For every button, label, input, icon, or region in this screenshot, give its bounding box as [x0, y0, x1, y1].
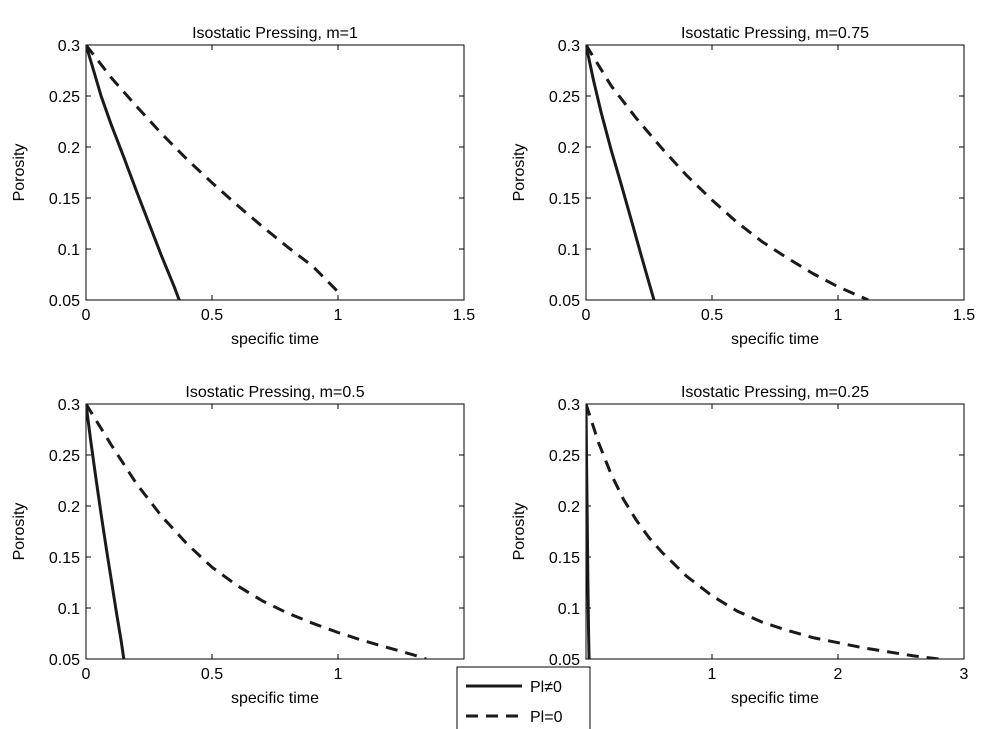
series-pl-nonzero	[86, 404, 126, 659]
series-pl-nonzero	[586, 404, 591, 659]
y-axis-label: Porosity	[11, 144, 28, 202]
y-tick-label: 0.2	[558, 499, 580, 516]
series-pl-zero	[86, 45, 344, 297]
y-tick-label: 0.15	[49, 550, 80, 567]
y-tick-label: 0.1	[558, 242, 580, 259]
legend-label: Pl≠0	[530, 679, 562, 696]
y-tick-label: 0.2	[58, 499, 80, 516]
x-tick-label: 0	[82, 666, 91, 683]
y-tick-label: 0.05	[549, 293, 580, 310]
legend-label: Pl=0	[530, 709, 563, 726]
y-tick-label: 0.05	[49, 652, 80, 669]
subplot-2: 0 0.5 1 1.5 0.05 0.1 0.15 0.2 0.25 0.3 Isostatic P…	[511, 25, 975, 348]
x-axis-label: specific time	[231, 690, 319, 707]
y-tick-label: 0.25	[49, 89, 80, 106]
series-pl-zero	[86, 404, 427, 659]
y-tick-label: 0.3	[558, 397, 580, 414]
subplot-3: 0 0.5 1 0.05 0.1 0.15 0.2 0.25 0.3 Isostatic Pres…	[11, 384, 465, 707]
x-tick-label: 2	[834, 666, 843, 683]
x-tick-label: 0.5	[701, 307, 723, 324]
y-tick-label: 0.25	[49, 448, 80, 465]
x-tick-label: 0.5	[201, 307, 223, 324]
plot-area	[585, 403, 965, 660]
y-tick-label: 0.25	[549, 89, 580, 106]
x-tick-label: 1	[708, 666, 717, 683]
legend: Pl≠0 Pl=0	[456, 666, 591, 729]
y-tick-label: 0.3	[558, 38, 580, 55]
y-tick-label: 0.2	[58, 140, 80, 157]
x-tick-label: 3	[960, 666, 969, 683]
x-tick-label: 0.5	[201, 666, 223, 683]
x-axis-label: specific time	[731, 690, 819, 707]
chart-title: Isostatic Pressing, m=0.75	[681, 25, 869, 42]
y-axis-label: Porosity	[11, 503, 28, 561]
y-tick-label: 0.3	[58, 38, 80, 55]
series-pl-zero	[586, 404, 939, 659]
x-tick-label: 1	[334, 666, 343, 683]
plot-area	[585, 44, 965, 301]
subplot-1: 0 0.5 1 1.5 0.05 0.1 0.15 0.2 0.25 0.3 Isostatic P…	[11, 25, 475, 348]
chart-title: Isostatic Pressing, m=0.5	[185, 384, 364, 401]
x-tick-label: 1	[834, 307, 843, 324]
y-tick-label: 0.2	[558, 140, 580, 157]
chart-title: Isostatic Pressing, m=1	[192, 25, 358, 42]
x-tick-label: 0	[82, 307, 91, 324]
y-tick-label: 0.1	[58, 242, 80, 259]
y-tick-label: 0.15	[549, 191, 580, 208]
y-axis-label: Porosity	[511, 144, 528, 202]
x-tick-label: 1.5	[453, 307, 475, 324]
x-tick-label: 0	[582, 307, 591, 324]
y-tick-label: 0.15	[549, 550, 580, 567]
y-tick-label: 0.3	[58, 397, 80, 414]
series-pl-nonzero	[86, 45, 181, 300]
x-tick-label: 1.5	[953, 307, 975, 324]
series-pl-zero	[586, 45, 869, 300]
plot-area	[85, 44, 465, 301]
plot-area	[85, 403, 465, 660]
y-axis-label: Porosity	[511, 503, 528, 561]
x-axis-label: specific time	[231, 331, 319, 348]
x-axis-label: specific time	[731, 331, 819, 348]
chart-title: Isostatic Pressing, m=0.25	[681, 384, 869, 401]
y-tick-label: 0.25	[549, 448, 580, 465]
legend-box	[456, 666, 591, 729]
x-tick-label: 1	[334, 307, 343, 324]
y-tick-label: 0.1	[58, 601, 80, 618]
y-tick-label: 0.05	[549, 652, 580, 669]
y-tick-label: 0.15	[49, 191, 80, 208]
y-tick-label: 0.05	[49, 293, 80, 310]
series-pl-nonzero	[586, 45, 656, 300]
y-tick-label: 0.1	[558, 601, 580, 618]
